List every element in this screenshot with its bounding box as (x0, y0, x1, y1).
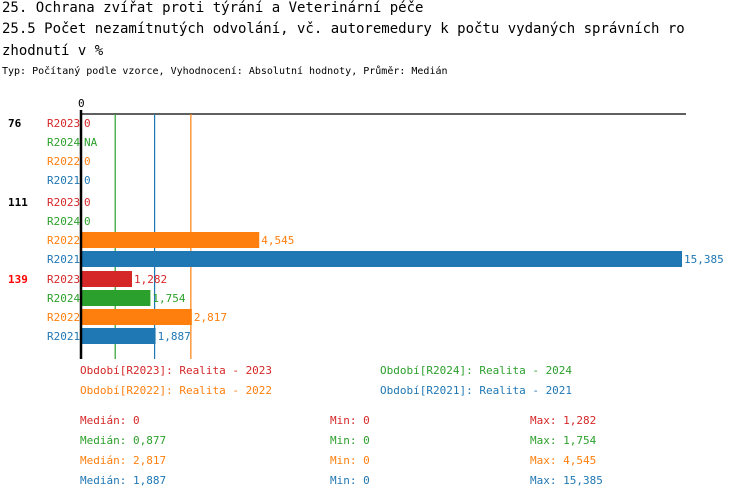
stat-min: Min: 0 (330, 474, 370, 487)
data-label: 0 (84, 117, 91, 130)
bar-R2021 (82, 251, 683, 267)
data-label: 0 (84, 196, 91, 209)
series-label: R2024 (47, 215, 80, 228)
legend-item: Období[R2022]: Realita - 2022 (80, 384, 273, 397)
group-label: 76 (8, 117, 22, 130)
data-label: 0 (84, 174, 91, 187)
bar-R2021 (82, 328, 156, 344)
page-title: 25. Ochrana zvířat proti týrání a Veteri… (2, 0, 424, 16)
series-label: R2024 (47, 292, 80, 305)
series-label: R2023 (47, 196, 80, 209)
stat-max: Max: 4,545 (530, 454, 597, 467)
stat-max: Max: 1,282 (530, 414, 597, 427)
stat-median: Medián: 2,817 (80, 454, 167, 467)
bar-R2023 (82, 271, 132, 287)
group-label: 139 (8, 273, 28, 286)
stat-max: Max: 1,754 (530, 434, 597, 447)
bar-R2024 (82, 290, 151, 306)
bar-R2022 (82, 232, 260, 248)
stat-median: Medián: 0,877 (80, 434, 167, 447)
series-label: R2024 (47, 136, 80, 149)
data-label: 1,282 (134, 273, 167, 286)
data-label: 0 (84, 155, 91, 168)
stat-min: Min: 0 (330, 434, 370, 447)
bar-chart: 0 76 R2023 0 R2024 NA R2022 0 R2021 0 111 R2023 0 R20… (8, 97, 724, 359)
bar-R2022 (82, 309, 192, 325)
series-label: R2021 (47, 330, 80, 343)
x-tick-label: 0 (78, 97, 85, 110)
series-label: R2022 (47, 311, 80, 324)
data-label: 2,817 (194, 311, 227, 324)
stat-min: Min: 0 (330, 454, 370, 467)
chart-subtitle: 25.5 Počet nezamítnutých odvolání, vč. a… (2, 21, 685, 37)
series-label: R2022 (47, 234, 80, 247)
data-label: 1,887 (158, 330, 191, 343)
data-label: 4,545 (261, 234, 294, 247)
chart-info: Typ: Počítaný podle vzorce, Vyhodnocení:… (2, 66, 448, 77)
series-label: R2023 (47, 273, 80, 286)
stat-median: Medián: 1,887 (80, 474, 167, 487)
series-label: R2021 (47, 253, 80, 266)
data-label: 0 (84, 215, 91, 228)
data-label: NA (84, 136, 98, 149)
legend-item: Období[R2023]: Realita - 2023 (80, 364, 273, 377)
stat-max: Max: 15,385 (530, 474, 603, 487)
series-label: R2022 (47, 155, 80, 168)
stat-min: Min: 0 (330, 414, 370, 427)
legend-item: Období[R2021]: Realita - 2021 (380, 384, 573, 397)
data-label: 15,385 (684, 253, 724, 266)
group-label: 111 (8, 196, 28, 209)
series-label: R2021 (47, 174, 80, 187)
data-label: 1,754 (152, 292, 185, 305)
series-label: R2023 (47, 117, 80, 130)
legend-item: Období[R2024]: Realita - 2024 (380, 364, 573, 377)
chart-subtitle-cont: zhodnutí v % (2, 43, 104, 59)
stat-median: Medián: 0 (80, 414, 140, 427)
